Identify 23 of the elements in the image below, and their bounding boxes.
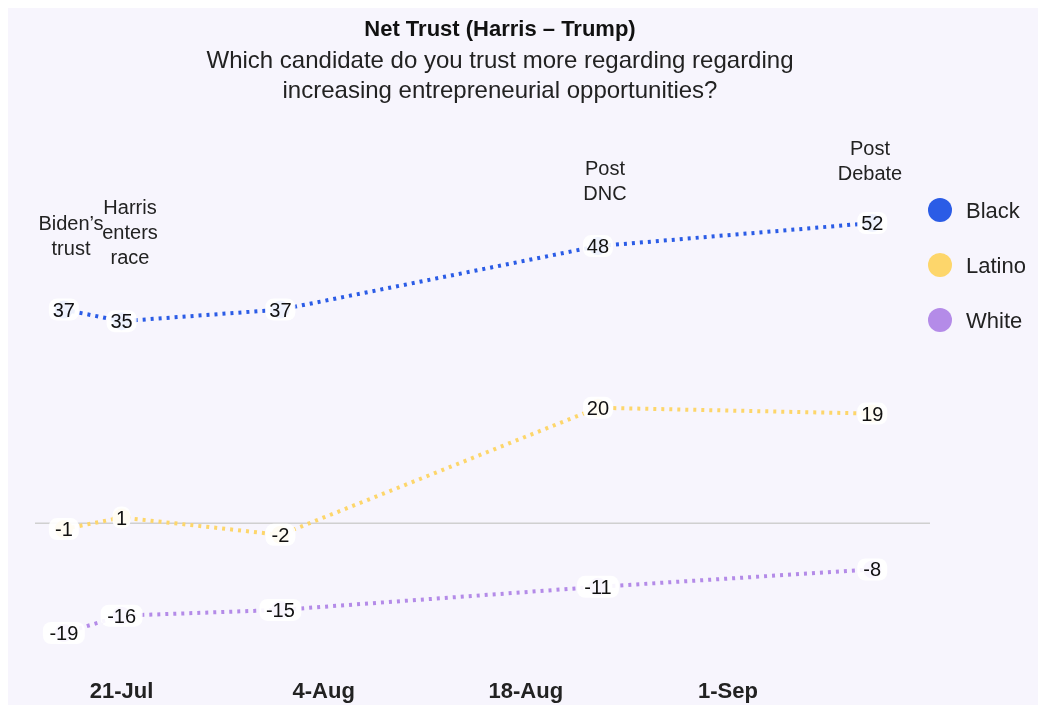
data-label: 20: [586, 396, 610, 419]
data-label: 37: [52, 298, 75, 321]
chart-title: Net Trust (Harris – Trump): [364, 16, 636, 41]
data-label: 1: [116, 506, 128, 529]
data-label: -2: [271, 523, 290, 546]
data-label: 19: [861, 402, 884, 425]
x-tick-label: 4-Aug: [292, 678, 355, 703]
annotation: Biden’s trust: [38, 212, 104, 259]
annotation: Harris enters race: [102, 196, 158, 268]
x-tick-label: 1-Sep: [697, 678, 758, 703]
chart-subtitle: Which candidate do you trust more regarding regarding increasing entrepreneurial opportunities?: [206, 46, 794, 103]
text: Post DNC: [583, 157, 627, 204]
x-tick-label: 18-Aug: [488, 678, 564, 703]
legend-label: Black: [966, 197, 1021, 223]
legend-label: White: [966, 307, 1023, 333]
data-label: 35: [110, 310, 133, 333]
data-label: 48: [586, 235, 610, 258]
x-tick-label: 21-Jul: [89, 678, 154, 703]
data-label: -8: [863, 558, 882, 581]
data-label: -1: [54, 518, 73, 541]
data-label: 37: [269, 298, 292, 321]
legend-label: Latino: [966, 252, 1026, 278]
text: Post Debate: [837, 137, 903, 184]
